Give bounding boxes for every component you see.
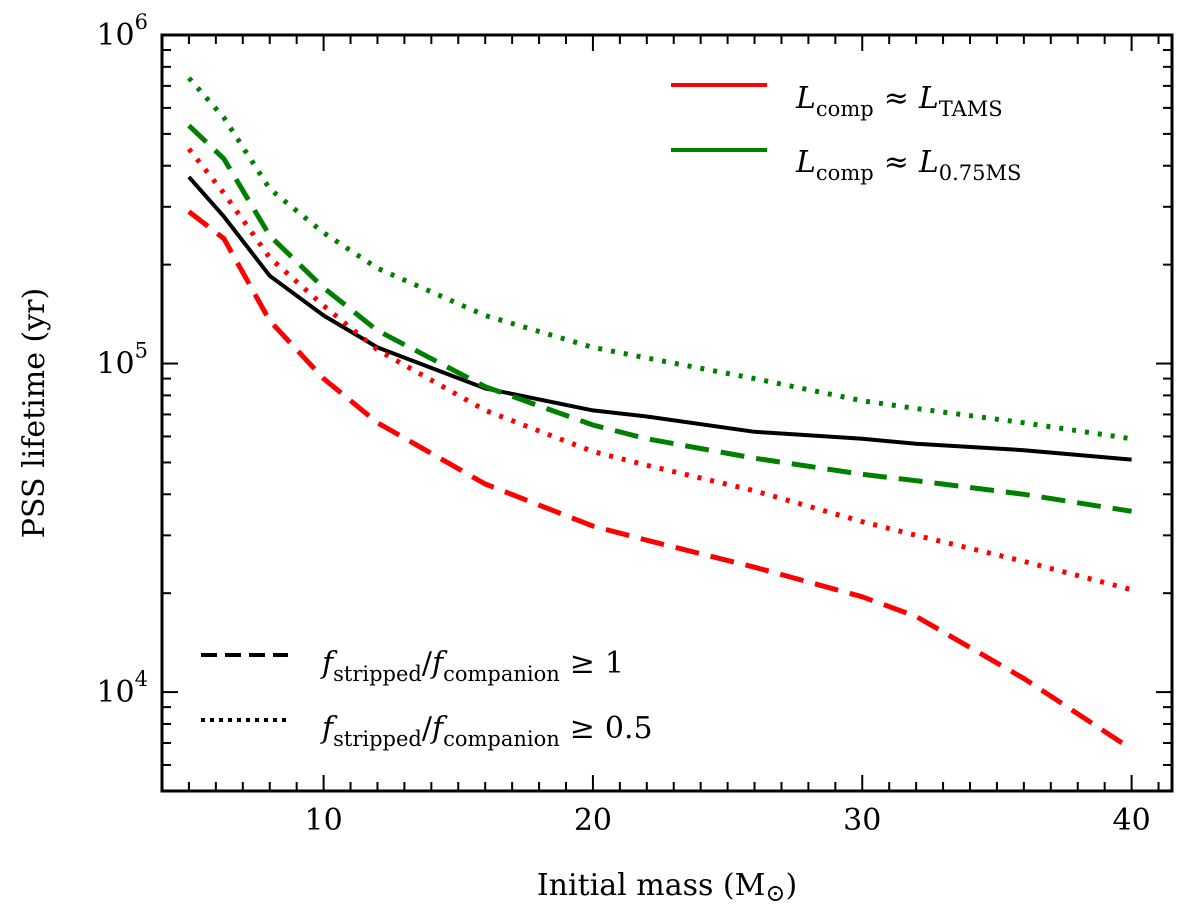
series-line-ms075-dashed — [187, 123, 1132, 514]
legend-label-075ms: Lcomp ≈ L0.75MS — [795, 145, 1021, 185]
legend-item-tams: Lcomp ≈ LTAMS — [671, 81, 1003, 121]
plot-content — [186, 76, 1133, 752]
legend-item-dashed: fstripped/fcompanion ≥1 — [201, 646, 624, 686]
x-tick-label: 40 — [1113, 803, 1151, 838]
y-tick-label: 104 — [96, 667, 148, 710]
x-tick-label: 20 — [574, 803, 612, 838]
legend-label-tams: Lcomp ≈ LTAMS — [795, 81, 1003, 121]
legend-label-dotted: fstripped/fcompanion ≥0.5 — [320, 711, 653, 751]
x-axis-title: Initial mass (M⊙) — [537, 868, 797, 907]
legend-item-dotted: fstripped/fcompanion ≥0.5 — [201, 711, 653, 751]
x-tick-label: 10 — [305, 803, 343, 838]
legend-color: Lcomp ≈ LTAMS Lcomp ≈ L0.75MS — [671, 81, 1021, 185]
y-axis-title: PSS lifetime (yr) — [17, 288, 52, 538]
series-line-total — [187, 175, 1132, 462]
axis-tick-labels: 10 20 30 40 104 105 106 — [96, 10, 1150, 838]
legend-label-dashed: fstripped/fcompanion ≥1 — [320, 646, 624, 686]
y-tick-label: 105 — [96, 339, 148, 382]
legend-item-075ms: Lcomp ≈ L0.75MS — [671, 145, 1021, 185]
y-tick-label: 106 — [96, 10, 148, 53]
series-line-tams-dashed — [187, 209, 1133, 752]
series-line-tams-dotted — [186, 147, 1133, 593]
legend-style: fstripped/fcompanion ≥1 fstripped/fcompan… — [201, 646, 653, 751]
x-tick-label: 30 — [843, 803, 881, 838]
plot-frame — [160, 33, 1174, 793]
